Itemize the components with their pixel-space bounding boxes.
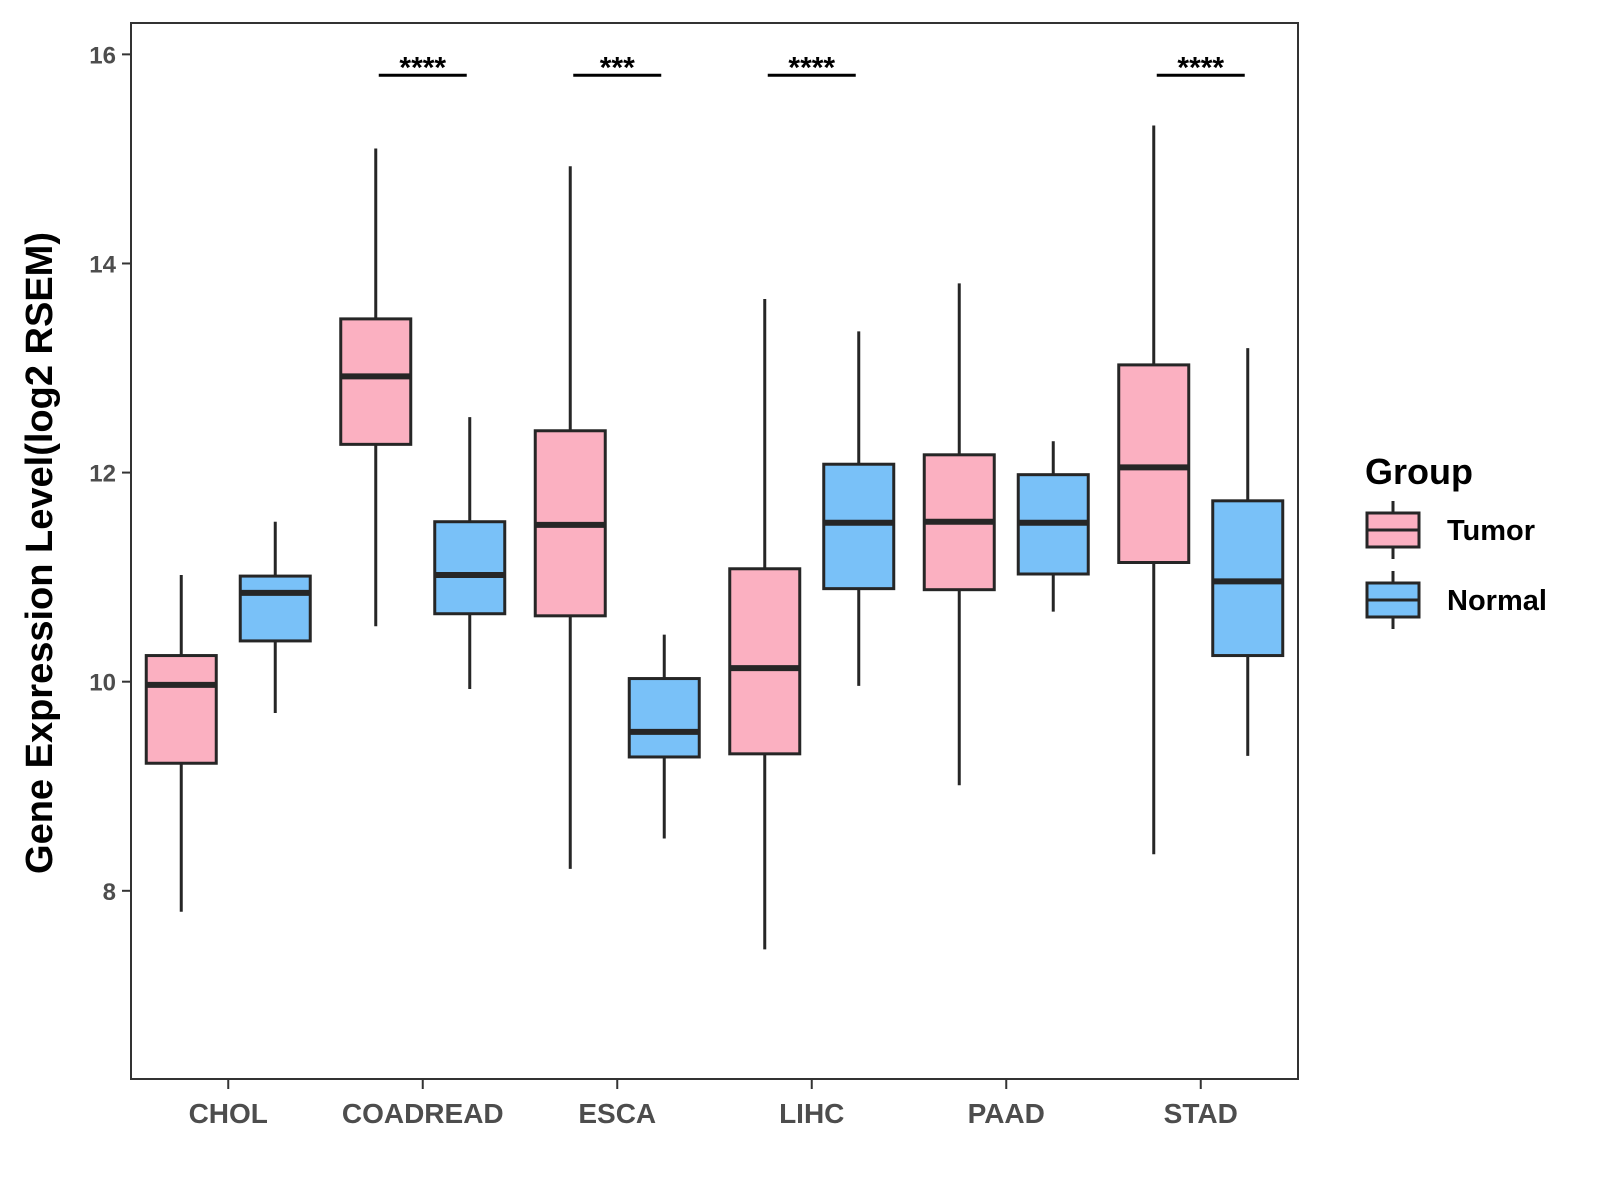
box-normal xyxy=(238,574,312,643)
significance-label: *** xyxy=(600,51,635,84)
x-tick-label: ESCA xyxy=(578,1098,656,1129)
y-tick-label: 16 xyxy=(89,42,116,69)
legend-title: Group xyxy=(1365,451,1473,492)
box-tumor xyxy=(1117,363,1191,565)
y-tick-label: 14 xyxy=(89,251,116,278)
y-tick-label: 8 xyxy=(103,879,116,906)
box-normal xyxy=(822,462,896,591)
box-normal xyxy=(627,677,701,759)
x-tick-label: PAAD xyxy=(968,1098,1045,1129)
box-tumor xyxy=(339,317,413,446)
y-tick-label: 12 xyxy=(89,461,116,488)
y-tick-label: 10 xyxy=(89,670,116,697)
box-normal xyxy=(1211,499,1285,658)
x-tick-label: CHOL xyxy=(189,1098,268,1129)
y-axis-title: Gene Expression Level(log2 RSEM) xyxy=(19,232,61,874)
box-normal xyxy=(433,520,507,616)
x-tick-label: LIHC xyxy=(779,1098,844,1129)
legend-label-normal: Normal xyxy=(1447,585,1547,617)
significance-label: **** xyxy=(399,51,446,84)
legend-label-tumor: Tumor xyxy=(1447,515,1535,547)
box-tumor xyxy=(144,654,218,765)
box-tumor xyxy=(728,567,802,756)
significance-label: **** xyxy=(788,51,835,84)
plot-panel-border xyxy=(130,22,1299,1080)
significance-label: **** xyxy=(1177,51,1224,84)
x-tick-label: STAD xyxy=(1164,1098,1238,1129)
x-tick-label: COADREAD xyxy=(342,1098,504,1129)
